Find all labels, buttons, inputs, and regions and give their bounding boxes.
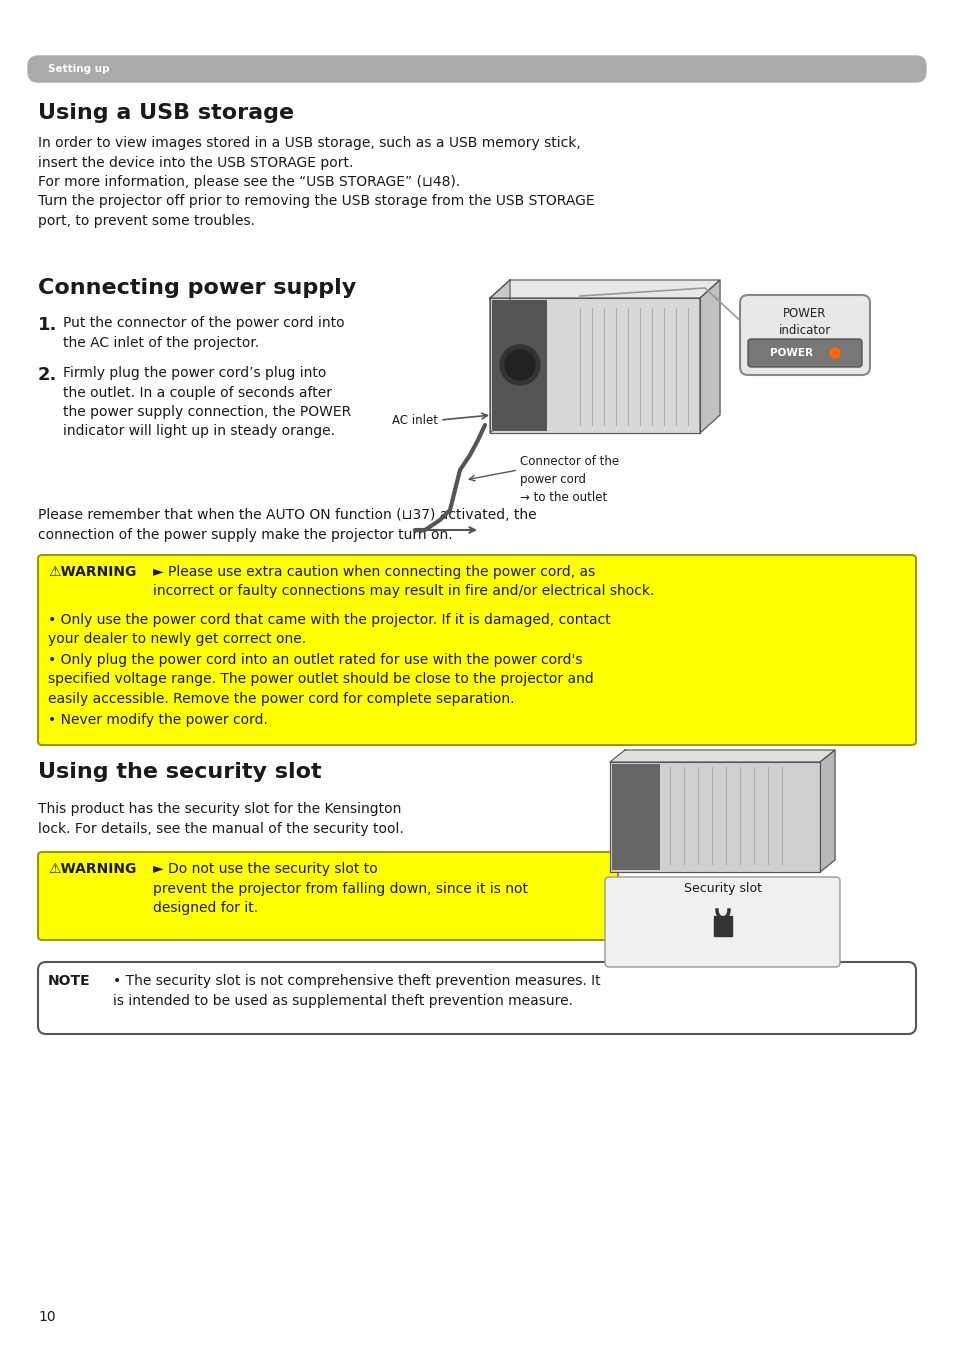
Polygon shape	[490, 298, 700, 433]
FancyBboxPatch shape	[38, 961, 915, 1034]
Text: Connecting power supply: Connecting power supply	[38, 278, 355, 298]
Text: • Only plug the power cord into an outlet rated for use with the power cord's
sp: • Only plug the power cord into an outle…	[48, 653, 593, 705]
Text: Please remember that when the AUTO ON function (⊔37) activated, the
connection o: Please remember that when the AUTO ON fu…	[38, 508, 536, 542]
Text: 2.: 2.	[38, 366, 57, 385]
Text: 1.: 1.	[38, 315, 57, 334]
Polygon shape	[490, 280, 720, 298]
FancyBboxPatch shape	[38, 555, 915, 745]
Text: Put the connector of the power cord into
the AC inlet of the projector.: Put the connector of the power cord into…	[63, 315, 344, 349]
Text: Setting up: Setting up	[48, 64, 110, 74]
Polygon shape	[820, 750, 834, 872]
Polygon shape	[609, 750, 834, 762]
Text: NOTE: NOTE	[48, 974, 91, 988]
Text: ► Do not use the security slot to
prevent the projector from falling down, since: ► Do not use the security slot to preven…	[152, 862, 527, 915]
FancyBboxPatch shape	[28, 56, 925, 83]
Text: This product has the security slot for the Kensington
lock. For details, see the: This product has the security slot for t…	[38, 802, 403, 835]
Text: • The security slot is not comprehensive theft prevention measures. It
is intend: • The security slot is not comprehensive…	[112, 974, 600, 1007]
FancyBboxPatch shape	[747, 338, 862, 367]
Polygon shape	[609, 762, 820, 872]
FancyBboxPatch shape	[740, 295, 869, 375]
Circle shape	[829, 348, 840, 357]
FancyBboxPatch shape	[38, 852, 618, 940]
Polygon shape	[490, 280, 510, 433]
Text: Security slot: Security slot	[683, 881, 761, 895]
Circle shape	[499, 345, 539, 385]
Text: AC inlet: AC inlet	[392, 413, 437, 427]
Polygon shape	[700, 280, 720, 433]
Text: In order to view images stored in a USB storage, such as a USB memory stick,
ins: In order to view images stored in a USB …	[38, 135, 594, 227]
Text: Firmly plug the power cord’s plug into
the outlet. In a couple of seconds after
: Firmly plug the power cord’s plug into t…	[63, 366, 351, 439]
Text: Using the security slot: Using the security slot	[38, 762, 321, 783]
Text: ► Please use extra caution when connecting the power cord, as
incorrect or fault: ► Please use extra caution when connecti…	[152, 565, 654, 598]
Bar	[492, 301, 546, 431]
Text: Connector of the
power cord
→ to the outlet: Connector of the power cord → to the out…	[519, 455, 618, 504]
Text: Using a USB storage: Using a USB storage	[38, 103, 294, 123]
Bar	[612, 764, 659, 871]
Bar	[713, 917, 731, 936]
Text: POWER
indicator: POWER indicator	[778, 307, 830, 337]
Text: • Never modify the power cord.: • Never modify the power cord.	[48, 714, 268, 727]
Text: ⚠WARNING: ⚠WARNING	[48, 862, 136, 876]
Text: • Only use the power cord that came with the projector. If it is damaged, contac: • Only use the power cord that came with…	[48, 613, 610, 646]
Text: ⚠WARNING: ⚠WARNING	[48, 565, 136, 580]
Text: 10: 10	[38, 1311, 55, 1324]
Circle shape	[504, 349, 535, 380]
FancyBboxPatch shape	[604, 877, 840, 967]
Text: POWER: POWER	[769, 348, 812, 357]
